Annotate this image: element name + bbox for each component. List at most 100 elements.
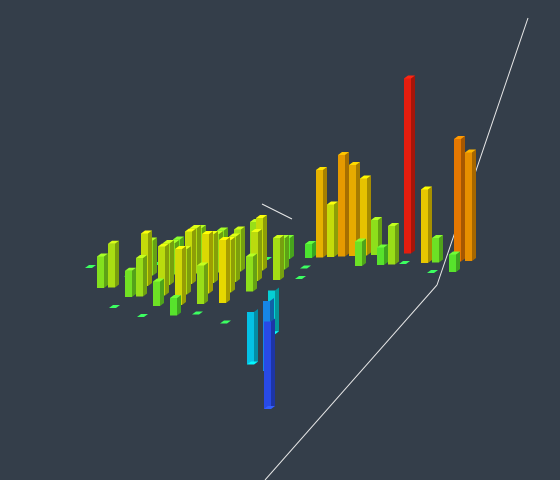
- bar-side: [411, 75, 415, 254]
- bar: [388, 223, 399, 265]
- bar-top: [256, 215, 267, 218]
- bar-side: [275, 287, 279, 335]
- bar-front: [170, 298, 177, 316]
- bar: [158, 243, 169, 296]
- bar-side: [165, 243, 169, 296]
- bar-side: [362, 238, 366, 266]
- bar-top: [108, 240, 119, 244]
- bar-front: [247, 312, 254, 365]
- bar-top: [219, 237, 230, 240]
- bar: [197, 262, 208, 304]
- bar: [153, 278, 164, 306]
- bar: [316, 167, 327, 258]
- bar-side: [312, 241, 316, 258]
- bar: [399, 261, 410, 264]
- bar: [421, 186, 432, 263]
- bar-front: [219, 240, 226, 303]
- bar: [109, 305, 120, 308]
- bar-top: [202, 231, 213, 234]
- bar-front: [349, 165, 356, 256]
- bar-top: [355, 238, 366, 242]
- bar-side: [204, 262, 208, 304]
- bar-side: [472, 149, 476, 261]
- bar-front: [273, 238, 280, 280]
- bar: [327, 201, 338, 257]
- bar: [264, 318, 275, 409]
- bar: [246, 253, 257, 292]
- axis-line: [264, 284, 438, 480]
- bar-top: [175, 246, 186, 249]
- bar: [377, 244, 388, 265]
- bar-top: [338, 152, 349, 155]
- bar: [404, 75, 415, 254]
- bar-front: [360, 178, 367, 256]
- bar-side: [345, 152, 349, 257]
- bar-top: [97, 253, 108, 257]
- bar-front: [421, 189, 428, 263]
- bar-top: [295, 276, 306, 279]
- bar: [85, 265, 96, 268]
- bar: [175, 246, 186, 305]
- bar-side: [182, 246, 186, 305]
- bar: [97, 253, 108, 288]
- bar-front: [432, 238, 439, 263]
- bar: [349, 162, 360, 256]
- bar-front: [264, 321, 271, 409]
- bar-front: [136, 258, 143, 297]
- bar-front: [355, 241, 362, 266]
- bar-side: [323, 167, 327, 258]
- bar: [465, 149, 476, 261]
- bar-top: [170, 295, 181, 298]
- bar-side: [153, 237, 157, 276]
- bar-top: [371, 217, 382, 220]
- bar: [295, 276, 306, 279]
- bar-side: [395, 223, 399, 265]
- bar-front: [246, 256, 253, 292]
- bar-front: [377, 247, 384, 265]
- bar-front: [454, 139, 461, 262]
- bar-side: [254, 309, 258, 365]
- bar-side: [334, 201, 338, 257]
- bar: [247, 309, 258, 365]
- bar-side: [170, 240, 174, 285]
- bar-front: [316, 170, 323, 258]
- bar: [432, 235, 443, 263]
- bar: [355, 238, 366, 266]
- bar-side: [148, 230, 152, 286]
- bar-top: [327, 201, 338, 205]
- axis-line: [436, 17, 529, 286]
- bar-side: [439, 235, 443, 263]
- bar: [427, 270, 438, 273]
- bar-top: [246, 253, 257, 257]
- bar-side: [253, 253, 257, 292]
- bar-top: [158, 243, 169, 247]
- bar: [137, 314, 148, 317]
- bar-top: [109, 305, 120, 308]
- bar-front: [338, 155, 345, 257]
- bar: [454, 136, 465, 262]
- bar-side: [290, 235, 294, 259]
- bar-side: [428, 186, 432, 263]
- bar-side: [263, 215, 267, 271]
- bar-top: [197, 262, 208, 266]
- bar-top: [185, 228, 196, 232]
- bar-front: [197, 265, 204, 304]
- bar: [273, 235, 284, 280]
- bar-top: [316, 167, 327, 170]
- bar: [300, 265, 311, 269]
- bar-side: [115, 240, 119, 288]
- bar-top: [404, 75, 415, 79]
- bar-side: [461, 136, 465, 262]
- bar-top: [360, 175, 371, 179]
- bar-top: [251, 229, 262, 232]
- bar-side: [231, 237, 235, 293]
- bar-side: [258, 229, 262, 281]
- bar-front: [305, 244, 312, 258]
- bar-front: [449, 254, 456, 272]
- bar-top: [136, 255, 147, 258]
- bar-top: [247, 361, 258, 365]
- bar: [125, 267, 136, 297]
- bar-side: [192, 228, 196, 284]
